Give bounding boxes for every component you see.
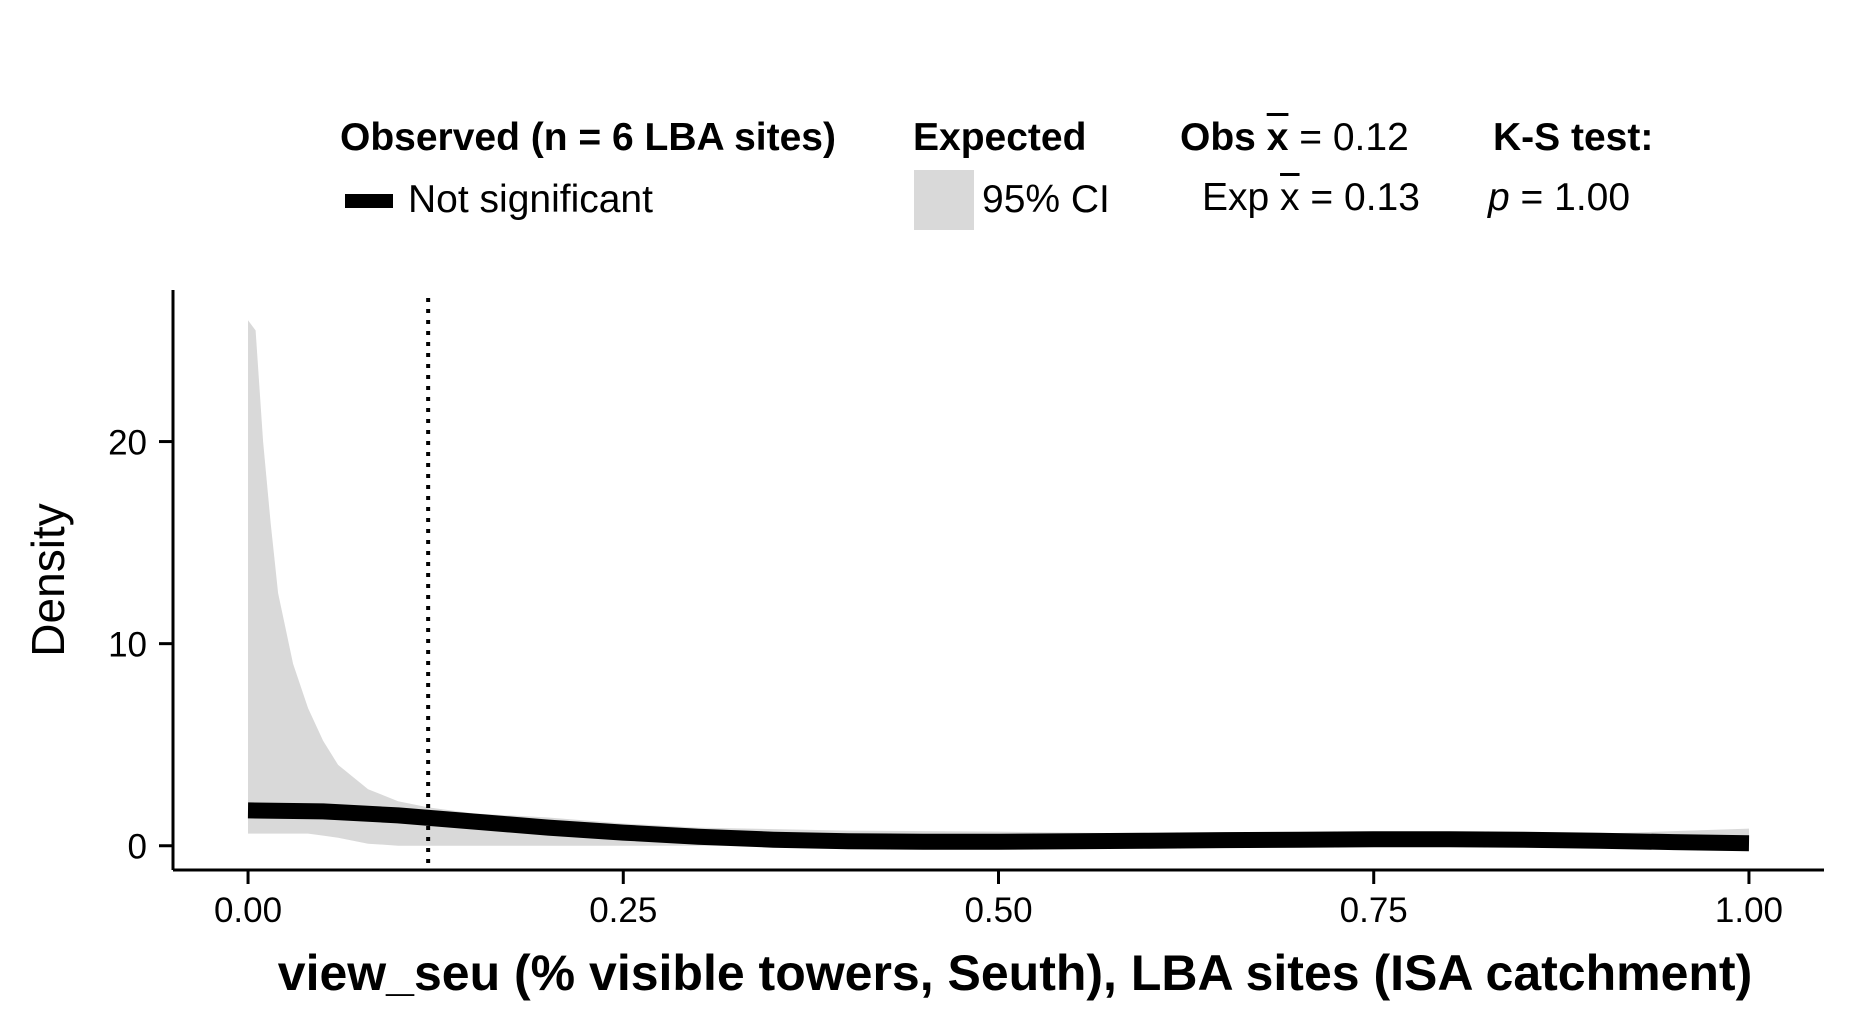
exp-mean-value: = 0.13 xyxy=(1310,176,1420,219)
ks-p-value: = 1.00 xyxy=(1520,176,1631,219)
legend-observed-title: Observed (n = 6 LBA sites) xyxy=(340,116,836,159)
x-tick-label-1: 0.25 xyxy=(589,891,657,930)
x-tick-label-2: 0.50 xyxy=(964,891,1032,930)
y-tick-label-1: 10 xyxy=(108,626,147,665)
axes-layer: 0.00 0.25 0.50 0.75 1.00 0 10 20 xyxy=(108,290,1824,930)
observed-series-line-0 xyxy=(247,802,1750,852)
legend-exp-mean: Exp x = 0.13 xyxy=(1202,176,1420,220)
legend-obs-mean: Obs x = 0.12 xyxy=(1180,116,1409,160)
obs-mean-value: = 0.12 xyxy=(1299,116,1409,159)
exp-mean-prefix: Exp xyxy=(1202,176,1270,219)
ci-band-layer xyxy=(248,320,1749,846)
obs-mean-prefix: Obs xyxy=(1180,116,1256,159)
exp-mean-symbol: x xyxy=(1280,176,1300,219)
x-tick-label-3: 0.75 xyxy=(1340,891,1408,930)
legend-expected-title: Expected xyxy=(913,116,1087,159)
y-tick-label-0: 0 xyxy=(128,828,147,867)
x-tick-label-0: 0.00 xyxy=(214,891,282,930)
y-tick-label-2: 20 xyxy=(108,424,147,463)
x-tick-label-4: 1.00 xyxy=(1715,891,1783,930)
x-axis-label: view_seu (% visible towers, Seuth), LBA … xyxy=(278,945,1752,1001)
ci-band xyxy=(248,320,1749,846)
obs-mean-symbol: x xyxy=(1266,116,1289,159)
observed-series-layer xyxy=(247,802,1750,852)
ks-p-symbol: p xyxy=(1488,176,1510,219)
legend-ks-p: p = 1.00 xyxy=(1488,176,1630,220)
legend-ci-key xyxy=(914,170,974,230)
legend-observed-item: Not significant xyxy=(408,178,653,221)
legend-expected-item: 95% CI xyxy=(982,178,1110,221)
legend-ks-title: K-S test: xyxy=(1493,116,1654,159)
y-axis-label: Density xyxy=(22,503,74,656)
legend-observed-key xyxy=(345,194,393,208)
